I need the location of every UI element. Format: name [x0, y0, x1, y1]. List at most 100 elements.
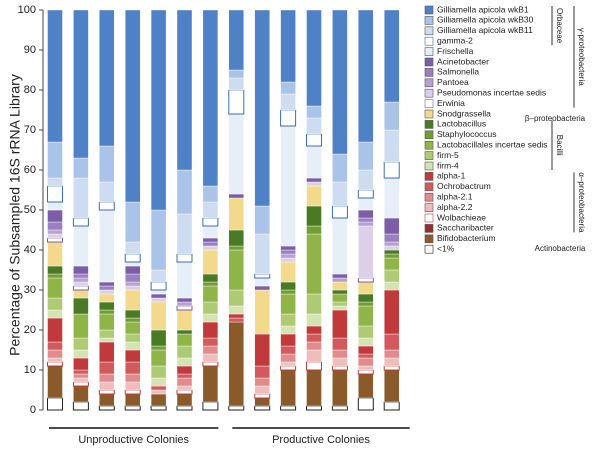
legend-label: Lactobacillus — [437, 119, 486, 129]
bar-segment — [280, 125, 296, 247]
bar-segment — [47, 201, 63, 211]
bar-segment — [47, 361, 63, 367]
legend-swatch — [424, 120, 434, 129]
bar-segment — [47, 309, 63, 319]
bar-segment — [332, 289, 348, 295]
legend-label: Snodgrassella — [437, 108, 491, 118]
bar-segment — [280, 405, 297, 411]
bar-segment — [228, 69, 245, 79]
bar-segment — [202, 285, 219, 303]
bar-segment — [228, 89, 245, 115]
bar-segment — [280, 257, 296, 263]
bar-segment — [176, 377, 193, 387]
bar-segment — [331, 365, 348, 371]
bar-segment — [150, 209, 167, 271]
bar-segment — [124, 261, 141, 267]
bar-segment — [384, 9, 400, 103]
bar-segment — [47, 357, 63, 363]
bar-segment — [280, 369, 296, 407]
bar-segment — [280, 361, 296, 367]
legend-label: Erwinia — [437, 98, 465, 108]
bar-segment — [202, 185, 219, 203]
bar-segment — [306, 349, 322, 363]
bar-segment — [176, 301, 193, 307]
bar-segment — [99, 373, 115, 383]
bracket-label: β–proteobacteria — [525, 114, 586, 123]
y-tick-label: 50 — [24, 204, 36, 216]
bar-segment — [47, 265, 63, 275]
y-tick-label: 100 — [18, 4, 36, 16]
group-label: Productive Colonies — [272, 434, 370, 446]
bar-segment — [72, 401, 89, 411]
bar-segment — [150, 405, 167, 411]
bar-segment — [124, 289, 141, 311]
bar-segment — [47, 177, 63, 187]
bar-segment — [384, 257, 400, 271]
bar-segment — [254, 277, 270, 287]
bar-segment — [358, 301, 374, 307]
y-tick-label: 80 — [24, 84, 36, 96]
bar-segment — [202, 337, 219, 347]
bar-segment — [358, 197, 374, 211]
bar-segment — [332, 277, 348, 283]
bar-segment — [176, 309, 193, 331]
bar-segment — [332, 273, 348, 279]
bar-segment — [228, 9, 245, 71]
bar-segment — [150, 329, 167, 347]
bar-segment — [202, 401, 219, 411]
bar-segment — [384, 217, 400, 235]
bar-segment — [176, 329, 193, 335]
legend-label: <1% — [437, 243, 455, 253]
bar-segment — [254, 289, 270, 335]
bar-segment — [358, 353, 374, 359]
legend-swatch — [424, 109, 434, 119]
bar-segment — [99, 329, 115, 339]
bar-segment — [254, 365, 270, 379]
bar-segment — [98, 389, 115, 395]
bar-segment — [99, 309, 115, 315]
bar-segment — [358, 373, 374, 399]
bar-segment — [176, 345, 193, 359]
legend-swatch — [424, 140, 434, 150]
bar-segment — [306, 9, 322, 107]
bar-segment — [124, 273, 141, 283]
bar-segment — [254, 385, 270, 395]
bar-segment — [357, 369, 374, 375]
bar-segment — [306, 225, 322, 235]
bar-segment — [384, 233, 400, 243]
bar-segment — [254, 273, 271, 279]
bar-segment — [254, 397, 270, 407]
legend-swatch — [424, 151, 434, 160]
bar-segment — [358, 357, 374, 367]
bar-segment — [254, 233, 270, 275]
legend-swatch — [424, 234, 434, 244]
bar-segment — [384, 241, 400, 247]
bar-segment — [306, 313, 322, 327]
legend-swatch — [424, 68, 434, 77]
legend-swatch — [424, 5, 434, 15]
legend-swatch — [424, 224, 434, 233]
group-label: Unproductive Colonies — [78, 434, 189, 446]
bar-segment — [384, 281, 400, 291]
bar-segment — [47, 277, 63, 299]
bracket-label: Orbaceae — [555, 8, 564, 44]
bar-segment — [150, 393, 167, 407]
bar-segment — [124, 309, 141, 319]
bar-segment — [306, 233, 322, 295]
legend-label: firm-5 — [437, 150, 459, 160]
bar-segment — [47, 9, 63, 143]
legend-label: alpha-2.1 — [437, 191, 473, 201]
bar-segment — [254, 285, 270, 291]
bar-segment — [228, 245, 245, 251]
bar-segment — [202, 241, 219, 247]
bar-segment — [73, 313, 89, 339]
bar-segment — [73, 157, 89, 179]
bar-segment — [73, 265, 89, 275]
bar-segment — [124, 349, 141, 363]
bar-segment — [202, 361, 219, 367]
bar-segment — [280, 333, 296, 347]
bar-segment — [280, 293, 296, 315]
bar-segment — [47, 141, 63, 179]
bar-segment — [358, 325, 374, 339]
bar-segment — [280, 9, 296, 83]
